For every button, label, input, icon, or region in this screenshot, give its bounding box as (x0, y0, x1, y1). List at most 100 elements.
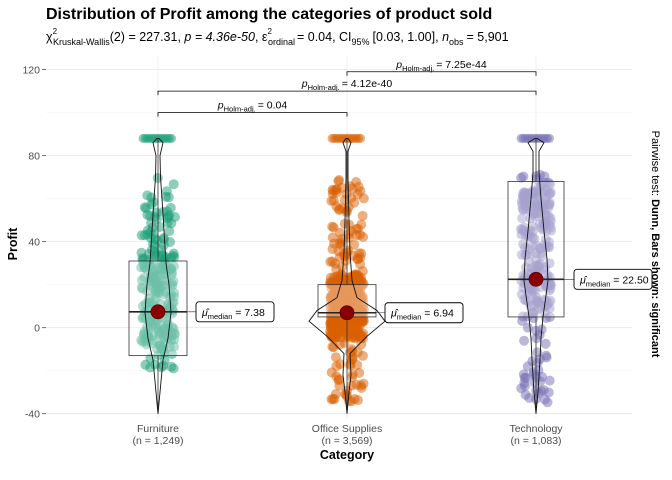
x-tick-count: (n = 1,249) (132, 435, 183, 447)
violins (144, 137, 549, 414)
data-point (542, 397, 553, 408)
data-point (331, 361, 342, 372)
data-point (141, 203, 151, 214)
y-tick-label: 120 (22, 65, 40, 77)
data-point (531, 200, 542, 211)
data-point (331, 201, 342, 212)
data-point (520, 242, 530, 253)
stat-name: Kruskal-Wallis (53, 37, 110, 47)
data-point (355, 259, 366, 270)
data-point (166, 263, 177, 274)
subtitle-sep-4: , (435, 30, 442, 44)
data-point (346, 332, 357, 343)
n-sub: obs (449, 37, 464, 47)
holm-subscript: Holm-adj. (224, 105, 256, 114)
data-point (145, 321, 156, 332)
data-point (357, 210, 368, 221)
p-value: p = 4.36e-50 (183, 30, 255, 44)
y-tick-label: 0 (34, 323, 40, 335)
x-tick-label: Furniture (137, 423, 179, 435)
pairwise-value: = 7.25e-44 (436, 59, 487, 71)
median-subscript: median (208, 312, 233, 321)
data-point (524, 225, 535, 236)
median-value: = 7.38 (232, 307, 265, 319)
median-value: = 22.50 (610, 274, 648, 286)
mu-symbol: μ̂ (390, 308, 399, 320)
data-point (346, 297, 357, 308)
x-tick-count: (n = 1,083) (510, 435, 561, 447)
data-point (519, 381, 530, 391)
y-tick-label: -40 (25, 409, 40, 421)
right-caption-bold: Dunn, Bars shown: significant (649, 199, 661, 358)
data-point (524, 257, 535, 268)
data-point (354, 367, 365, 378)
box (507, 181, 565, 318)
epsilon-symbol: ε (262, 30, 268, 44)
data-point (540, 338, 551, 349)
data-point (352, 223, 363, 234)
right-caption-plain: Pairwise test: (649, 131, 661, 199)
y-tick-label: 80 (28, 151, 40, 163)
data-point (358, 232, 369, 242)
data-point (535, 181, 546, 192)
effsize-sub: ordinal (268, 37, 295, 47)
data-point (518, 369, 529, 380)
data-point (346, 192, 357, 203)
data-point (356, 339, 367, 350)
median-point (528, 271, 544, 287)
pairwise-bracket (157, 90, 537, 96)
data-point (144, 297, 155, 308)
data-point (329, 238, 340, 249)
right-caption: Pairwise test: Dunn, Bars shown: signifi… (649, 131, 661, 358)
median-label-box (573, 268, 653, 290)
data-point (545, 279, 556, 290)
y-tick-label: 40 (28, 237, 40, 249)
violin (523, 137, 549, 414)
data-point (144, 254, 154, 265)
median-label-box (195, 301, 275, 323)
data-point (349, 394, 360, 404)
p-symbol: p (301, 78, 308, 90)
x-tick-label: Office Supplies (312, 423, 382, 435)
data-point (154, 323, 164, 334)
data-point (529, 377, 540, 388)
data-point (517, 199, 528, 210)
median-label-box (384, 302, 464, 324)
p-symbol: p (217, 100, 224, 112)
violin (144, 137, 172, 414)
data-point (516, 172, 527, 183)
data-point (154, 222, 165, 233)
pairwise-label: pHolm-adj. = 7.25e-44 (395, 59, 487, 73)
data-point (136, 275, 147, 286)
median-point (150, 304, 166, 320)
data-point (356, 133, 366, 143)
data-point (159, 355, 170, 366)
data-point (533, 260, 544, 271)
data-point (528, 367, 539, 378)
data-point (328, 393, 338, 404)
data-point (543, 297, 554, 308)
data-point (343, 232, 354, 243)
data-point (145, 362, 156, 373)
pairwise-label: pHolm-adj. = 0.04 (217, 100, 288, 114)
data-point (351, 379, 362, 390)
pairwise-label: pHolm-adj. = 4.12e-40 (301, 78, 393, 92)
data-point (516, 229, 527, 240)
epsilon-superscript: 2 (267, 27, 272, 36)
violin (308, 137, 386, 414)
data-point (168, 363, 179, 374)
data-point (148, 238, 159, 249)
effsize-value: = 0.04 (297, 30, 332, 44)
data-point (526, 188, 537, 199)
data-point (545, 188, 556, 199)
data-point (345, 347, 355, 358)
data-point (517, 315, 528, 326)
data-point (331, 371, 342, 382)
median-point (339, 305, 355, 321)
data-point (139, 262, 150, 273)
median-subscript: median (586, 279, 611, 288)
data-point (518, 282, 529, 293)
chart-subtitle: χ2 Kruskal-Wallis(2) = 227.31, p = 4.36e-… (46, 27, 509, 47)
n-obs-value: = 5,901 (467, 30, 509, 44)
